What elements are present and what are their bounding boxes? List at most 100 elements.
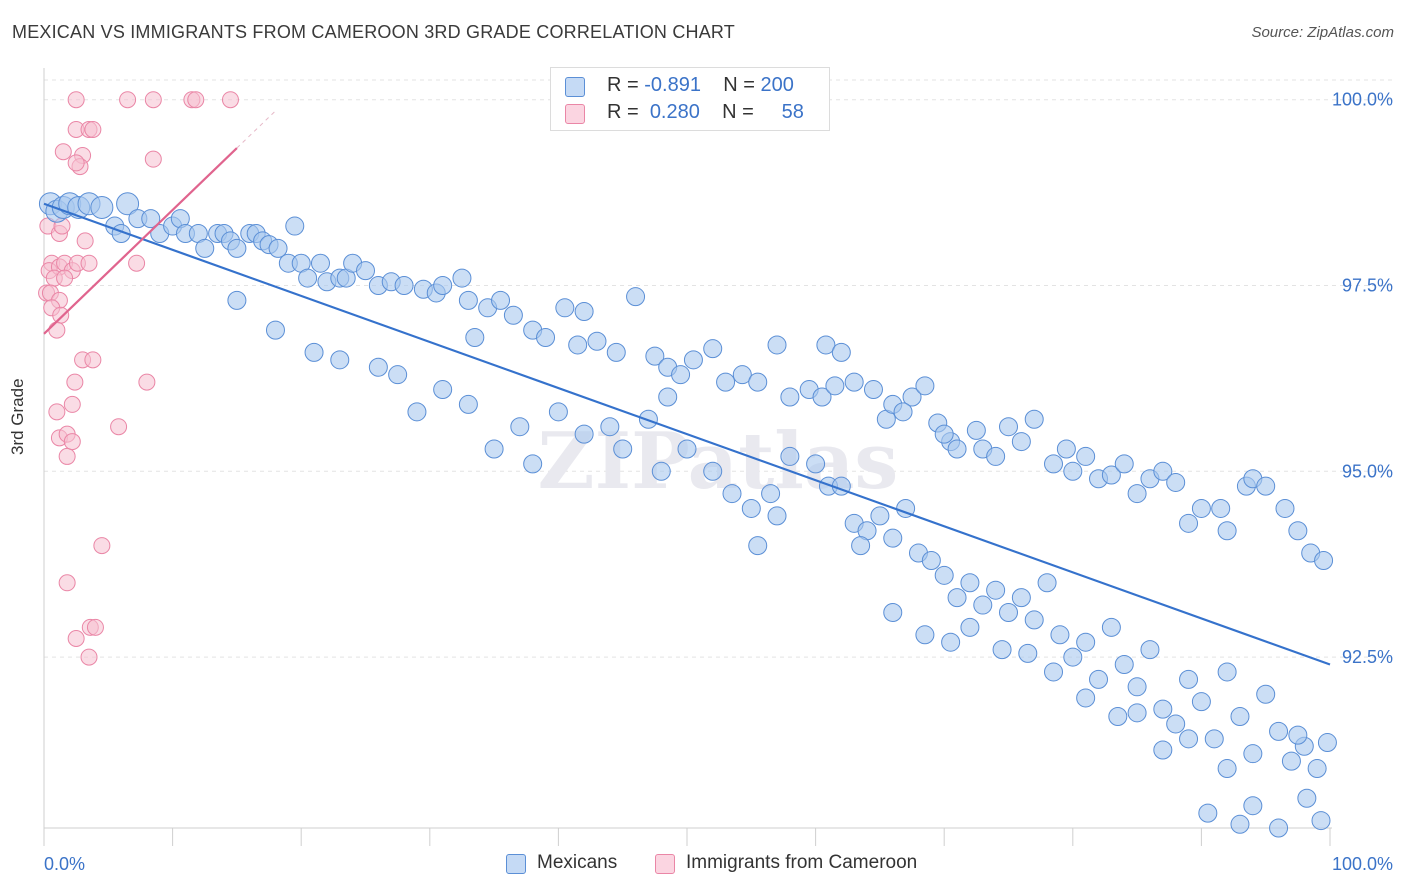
data-point-mexicans <box>851 536 871 556</box>
trendline-cameroon-extension <box>236 110 276 149</box>
legend-swatch-cameroon <box>565 104 585 124</box>
data-point-mexicans <box>1011 588 1031 608</box>
data-point-mexicans <box>999 602 1018 622</box>
data-point-mexicans <box>1089 669 1109 689</box>
data-point-mexicans <box>1101 617 1121 637</box>
data-point-mexicans <box>1140 640 1160 660</box>
data-point-mexicans <box>973 595 993 615</box>
data-point-mexicans <box>1153 461 1173 481</box>
data-point-mexicans <box>298 268 318 288</box>
legend-n-value: 200 <box>760 74 794 96</box>
data-point-mexicans <box>934 424 954 444</box>
legend-n-value: 58 <box>781 101 804 123</box>
data-point-mexicans <box>934 565 954 585</box>
data-point-mexicans <box>90 195 114 219</box>
data-point-cameroon <box>48 321 66 339</box>
data-point-mexicans <box>1063 461 1083 481</box>
data-point-mexicans <box>780 387 800 407</box>
data-point-mexicans <box>1127 703 1147 723</box>
data-point-mexicans <box>1153 699 1173 719</box>
legend-r-value: -0.891 <box>644 74 701 96</box>
data-point-mexicans <box>767 335 787 355</box>
data-point-mexicans <box>658 387 678 407</box>
data-point-cameroon <box>67 630 85 647</box>
data-point-mexicans <box>741 498 761 518</box>
bottom-legend-swatch-mexicans <box>506 854 526 874</box>
data-point-cameroon <box>110 418 128 436</box>
data-point-mexicans <box>394 276 414 296</box>
data-point-mexicans <box>548 402 568 422</box>
data-point-cameroon <box>119 91 137 109</box>
data-point-mexicans <box>1056 439 1076 459</box>
legend-swatch-mexicans <box>565 77 585 97</box>
data-point-mexicans <box>780 446 800 466</box>
data-point-mexicans <box>645 346 665 366</box>
data-point-mexicans <box>683 350 703 370</box>
data-point-mexicans <box>767 506 787 526</box>
y-axis-label: 3rd Grade <box>8 378 27 455</box>
data-point-mexicans <box>703 339 723 359</box>
data-point-mexicans <box>761 484 781 504</box>
data-point-mexicans <box>1076 632 1096 652</box>
data-point-mexicans <box>651 461 671 481</box>
data-point-mexicans <box>986 580 1006 600</box>
data-point-cameroon <box>86 618 104 636</box>
data-point-mexicans <box>268 238 288 258</box>
data-point-mexicans <box>947 588 967 608</box>
data-point-cameroon <box>221 91 239 109</box>
data-point-mexicans <box>831 342 851 362</box>
legend-r-label: R = <box>607 101 639 123</box>
data-point-mexicans <box>1256 684 1276 704</box>
data-point-mexicans <box>1281 751 1301 771</box>
data-point-mexicans <box>1063 647 1083 667</box>
data-point-mexicans <box>330 350 350 370</box>
trendline-mexicans <box>43 202 1331 666</box>
data-point-mexicans <box>1018 643 1038 663</box>
data-point-mexicans <box>285 216 305 236</box>
data-point-mexicans <box>613 439 633 459</box>
data-point-mexicans <box>915 625 935 645</box>
data-point-mexicans <box>999 417 1018 437</box>
data-point-mexicans <box>1191 692 1211 712</box>
data-point-mexicans <box>722 484 742 504</box>
data-point-mexicans <box>1024 409 1044 429</box>
data-point-mexicans <box>1204 729 1224 749</box>
data-point-cameroon <box>66 373 84 391</box>
data-point-mexicans <box>536 328 556 348</box>
trendline-cameroon <box>43 147 238 335</box>
x-tick-label: 0.0% <box>44 854 85 874</box>
y-tick-label: 95.0% <box>1342 461 1393 481</box>
data-point-mexicans <box>1256 476 1276 496</box>
data-point-mexicans <box>863 380 883 400</box>
data-point-mexicans <box>893 402 913 422</box>
data-point-cameroon <box>187 91 205 109</box>
data-point-cameroon <box>80 254 98 272</box>
data-point-mexicans <box>1050 625 1070 645</box>
legend-row-mexicans: R = -0.891 N = 200 <box>607 74 794 100</box>
data-point-mexicans <box>921 550 941 570</box>
data-point-mexicans <box>1230 814 1250 834</box>
data-point-mexicans <box>1230 707 1250 727</box>
data-point-mexicans <box>568 335 588 355</box>
data-point-mexicans <box>732 365 752 385</box>
data-point-mexicans <box>1127 677 1147 697</box>
data-point-cameroon <box>67 154 85 172</box>
source-label: Source: ZipAtlas.com <box>1251 24 1394 41</box>
data-point-cameroon <box>76 232 94 250</box>
data-point-cameroon <box>63 433 81 451</box>
correlation-legend: R = -0.891 N = 200 R = 0.280 N = 58 <box>550 67 830 131</box>
data-point-mexicans <box>960 573 980 593</box>
data-point-mexicans <box>433 380 453 400</box>
data-point-mexicans <box>310 253 330 273</box>
data-point-mexicans <box>1297 788 1317 808</box>
data-point-cameroon <box>58 447 76 465</box>
chart-title: MEXICAN VS IMMIGRANTS FROM CAMEROON 3RD … <box>12 22 735 42</box>
data-point-mexicans <box>1166 472 1186 492</box>
data-point-cameroon <box>56 269 74 287</box>
data-point-mexicans <box>1179 729 1199 749</box>
data-point-mexicans <box>1179 669 1199 689</box>
data-point-mexicans <box>960 617 980 637</box>
bottom-legend-mexicans: Mexicans <box>537 852 618 873</box>
data-point-cameroon <box>80 648 98 666</box>
